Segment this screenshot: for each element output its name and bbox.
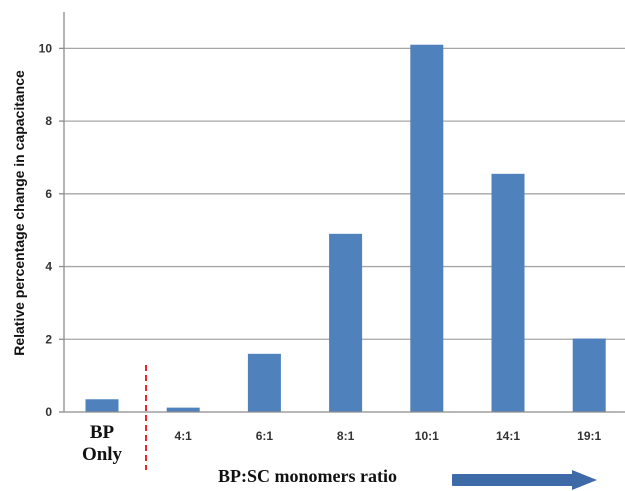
x-tick-label: BP Only: [82, 422, 123, 465]
x-tick-label: 6:1: [256, 429, 274, 443]
x-axis-label: BP:SC monomers ratio: [218, 466, 397, 486]
y-tick-label: 8: [45, 114, 52, 128]
x-tick-label: 19:1: [577, 429, 601, 443]
axes: [59, 12, 625, 413]
bar-3: [329, 233, 363, 412]
y-tick-label: 2: [45, 332, 52, 346]
x-tick-label: 8:1: [337, 429, 355, 443]
arrow-right-icon: [452, 470, 597, 490]
y-tick-label: 6: [45, 187, 52, 201]
x-tick-label: 4:1: [175, 429, 193, 443]
x-tick-label: 10:1: [415, 429, 439, 443]
x-tick-labels: BP Only 4:1 6:1 8:1 10:1 14:1 19:1: [82, 422, 602, 465]
y-tick-labels: 0 2 4 6 8 10: [39, 41, 53, 419]
x-tick-label: 14:1: [496, 429, 520, 443]
bar-5: [491, 173, 525, 412]
y-tick-label: 10: [39, 41, 53, 55]
bar-0: [85, 399, 119, 412]
bar-2: [247, 353, 281, 412]
y-tick-label: 0: [45, 405, 52, 419]
bar-4: [410, 44, 444, 413]
gridlines: [64, 47, 625, 340]
y-tick-label: 4: [45, 260, 52, 274]
bar-1: [166, 407, 200, 412]
bars: [85, 44, 606, 413]
y-axis-label: Relative percentage change in capacitanc…: [11, 70, 27, 356]
bar-6: [572, 338, 606, 412]
